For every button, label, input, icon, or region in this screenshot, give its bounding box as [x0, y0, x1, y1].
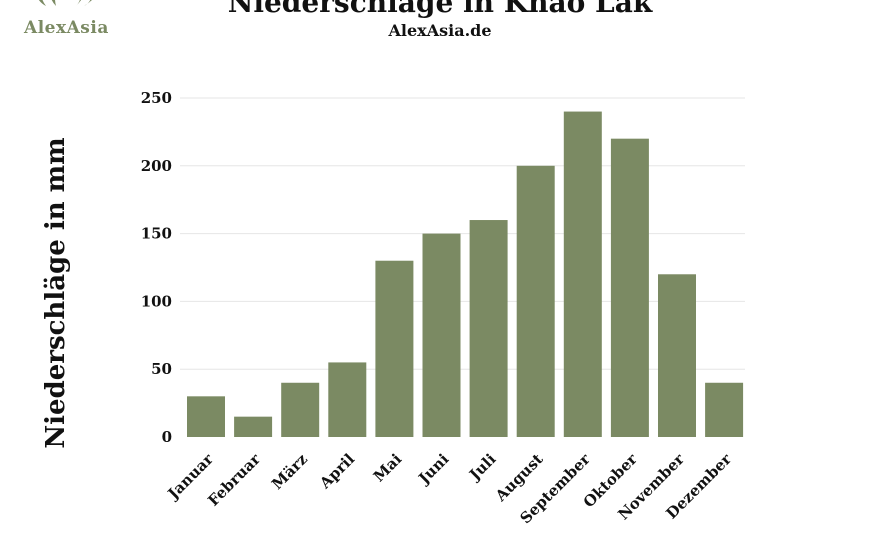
- bar: [328, 362, 367, 437]
- bar: [610, 138, 649, 437]
- chart-title: Niederschläge in Khao Lak: [227, 0, 653, 19]
- logo-icon: [38, 0, 92, 6]
- bar: [516, 165, 555, 438]
- bar: [563, 111, 602, 437]
- y-axis-label: Niederschläge in mm: [41, 137, 71, 448]
- y-tick-label: 150: [141, 225, 172, 243]
- y-tick-label: 100: [141, 292, 172, 310]
- logo-text: AlexAsia: [24, 18, 109, 38]
- bar: [375, 260, 414, 437]
- y-tick-label: 0: [162, 428, 172, 446]
- bar: [187, 396, 225, 437]
- x-tick-label: März: [268, 450, 311, 493]
- x-tick-label: Juli: [464, 450, 499, 485]
- bar: [469, 220, 508, 437]
- x-tick-label: Mai: [370, 450, 406, 486]
- bar: [234, 416, 273, 437]
- chart-subtitle: AlexAsia.de: [388, 21, 492, 40]
- x-tick-label: Juni: [414, 450, 453, 489]
- bar: [705, 382, 744, 437]
- y-tick-label: 250: [141, 89, 172, 107]
- x-tick-label: Februar: [204, 449, 264, 509]
- bar: [281, 382, 320, 437]
- bar: [658, 274, 696, 437]
- x-tick-label: April: [315, 450, 358, 493]
- grid: [180, 97, 745, 370]
- bars: [187, 111, 744, 438]
- y-tick-label: 200: [141, 157, 172, 175]
- bar: [422, 233, 461, 437]
- y-axis-ticks: 0 50 100 150 200 250: [141, 89, 172, 446]
- y-tick-label: 50: [151, 360, 172, 378]
